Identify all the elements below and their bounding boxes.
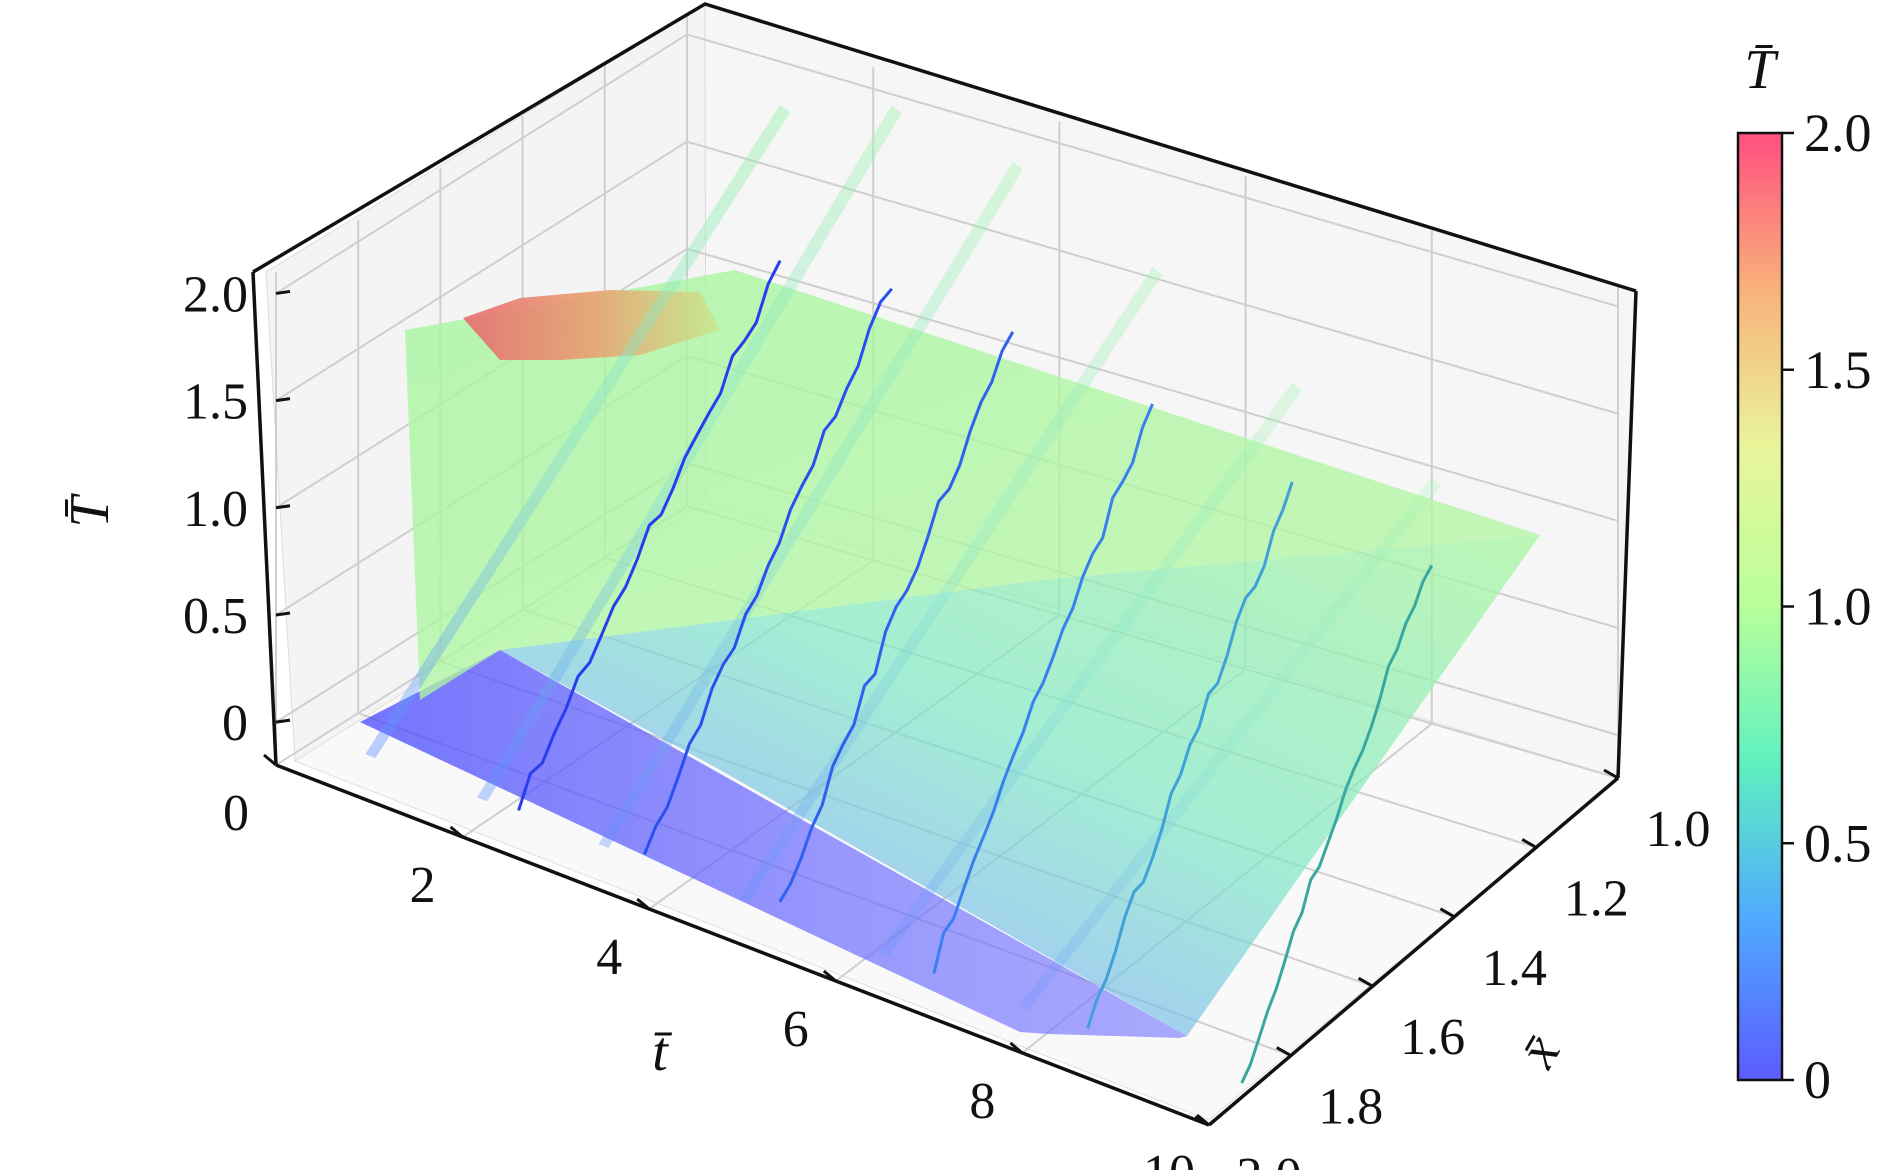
colorbar-tick-label: 1.0: [1804, 577, 1872, 637]
surface-slope: [500, 535, 1540, 1036]
tick-mark-T: [275, 611, 291, 617]
tick-label-t: 10: [1143, 1145, 1195, 1170]
wave-profile-curve: [932, 403, 1154, 974]
tick-mark-x: [1603, 768, 1619, 780]
tick-label-x: 1.6: [1400, 1009, 1465, 1066]
wave-walls: [365, 104, 1442, 1011]
tick-label-T: 0.5: [183, 588, 248, 645]
tick-mark-t: [822, 969, 837, 983]
grid-line-T: [275, 33, 1619, 308]
tick-label-T: 2.0: [183, 266, 248, 323]
surface-plateau: [405, 270, 1540, 700]
surface: [360, 270, 1540, 1038]
tick-mark-t: [1009, 1041, 1024, 1055]
tick-mark-T: [275, 718, 291, 724]
tick-mark-t: [636, 897, 651, 911]
wave-profile-curve: [643, 287, 893, 855]
frame-x-axis: [275, 763, 1210, 1127]
tick-label-x: 1.4: [1482, 940, 1547, 997]
colorbar-bar: [1736, 131, 1784, 1082]
tick-label-t: 8: [969, 1073, 995, 1130]
wave-profile-curve: [517, 260, 782, 811]
tick-mark-T: [275, 397, 291, 403]
wave-wall: [598, 161, 1023, 849]
tick-mark-T: [275, 289, 291, 295]
tick-label-x: 1.2: [1564, 870, 1629, 927]
wave-wall: [878, 382, 1303, 957]
grid-line-T: [275, 140, 1619, 415]
tick-label-T: 1.0: [183, 481, 248, 538]
colorbar-label: T̄: [1744, 39, 1779, 101]
frame-y-axis: [1207, 776, 1620, 1127]
colorbar: 0 0.5 1.0 1.5 2.0 T̄: [1736, 39, 1872, 1110]
surface-floor: [360, 650, 1187, 1038]
tick-label-T: 1.5: [183, 374, 248, 431]
y-axis-label: x̄: [1506, 1025, 1573, 1079]
z-axis-label: T̄: [59, 493, 121, 528]
frame-back-top: [252, 2, 1637, 293]
wave-profile-curve: [1240, 564, 1434, 1084]
tick-label-x: 1.0: [1646, 801, 1711, 858]
wave-wall: [477, 104, 902, 802]
tick-label-t: 2: [410, 857, 436, 914]
x-axis-label: t̄: [652, 1021, 672, 1083]
tick-mark-T: [275, 504, 291, 510]
axis-frame: [251, 2, 1638, 1127]
tick-label-t: 4: [596, 929, 622, 986]
tick-mark-x: [1521, 838, 1537, 849]
wave-wall: [365, 104, 791, 759]
wave-profiles: [517, 260, 1434, 1084]
tick-label-t: 6: [783, 1001, 809, 1058]
frame-z-right: [1616, 290, 1638, 779]
wave-wall: [1018, 477, 1442, 1011]
tick-label-x: 1.8: [1318, 1079, 1383, 1136]
tick-label-T: 0: [222, 695, 248, 752]
axis-ticks: 0 2 4 6 8 10 1.0 1.2 1.4 1.6 1.8 2.0 0 0.5 1.0 1.5 2.0 t̄…: [59, 266, 1711, 1170]
colorbar-tick-label: 0: [1804, 1050, 1831, 1110]
tick-mark-x: [1276, 1046, 1292, 1057]
colorbar-tick-label: 0.5: [1804, 813, 1872, 873]
tick-mark-x: [1357, 976, 1374, 988]
tick-mark-t: [449, 825, 464, 839]
wave-profile-curve: [1086, 481, 1294, 1029]
frame-z-left: [251, 271, 278, 766]
wave-profile-curve: [778, 331, 1015, 903]
colorbar-tick-label: 2.0: [1804, 103, 1872, 163]
tick-mark-x: [1439, 907, 1456, 919]
tick-mark-t: [263, 753, 277, 767]
tick-label-t: 0: [223, 785, 249, 842]
tick-mark-x: [1194, 1115, 1210, 1127]
tick-label-x: 2.0: [1237, 1148, 1302, 1170]
colorbar-tick-label: 1.5: [1804, 340, 1872, 400]
